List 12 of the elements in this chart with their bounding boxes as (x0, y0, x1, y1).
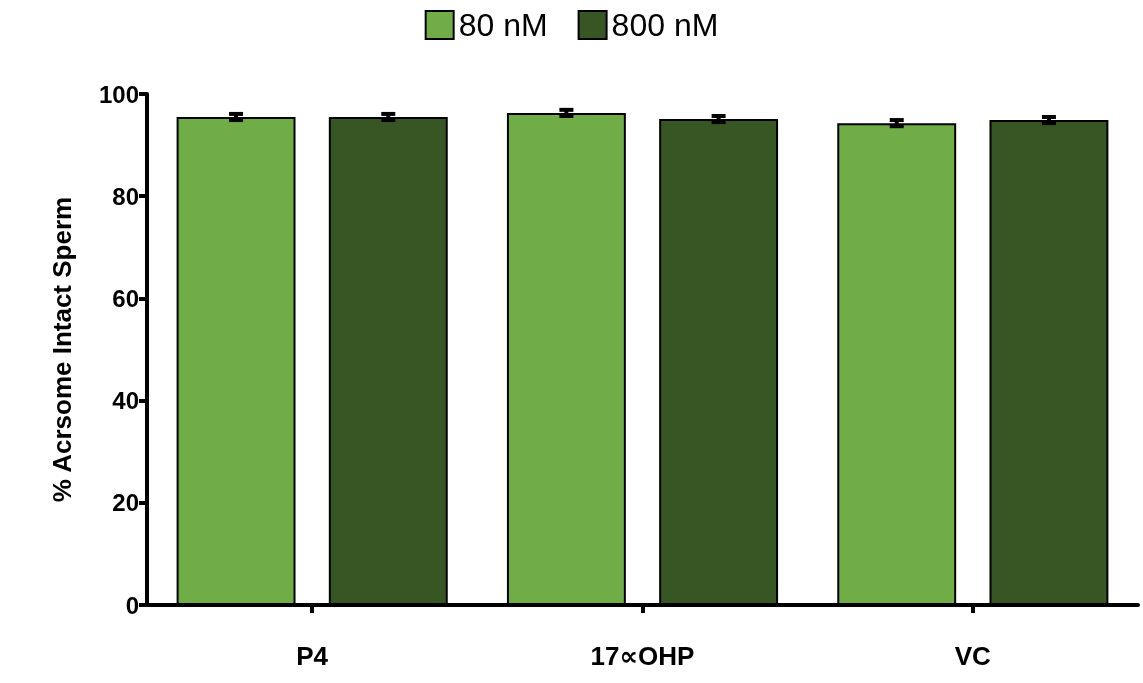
y-tick-label: 80 (112, 182, 139, 210)
y-tick-label: 40 (112, 387, 139, 415)
x-tick-label: 17∝OHP (590, 641, 695, 671)
y-axis-title: % Acrsome Intact Sperm (47, 196, 77, 503)
y-tick-label: 0 (125, 591, 139, 619)
y-tick-label: 100 (98, 80, 139, 108)
x-tick-label: VC (954, 641, 992, 671)
legend-label: 80 nM (458, 7, 548, 43)
x-tick-label: P4 (296, 641, 329, 671)
legend-label: 800 nM (611, 7, 719, 43)
y-tick-label: 60 (112, 284, 139, 312)
y-tick-label: 20 (112, 489, 139, 517)
